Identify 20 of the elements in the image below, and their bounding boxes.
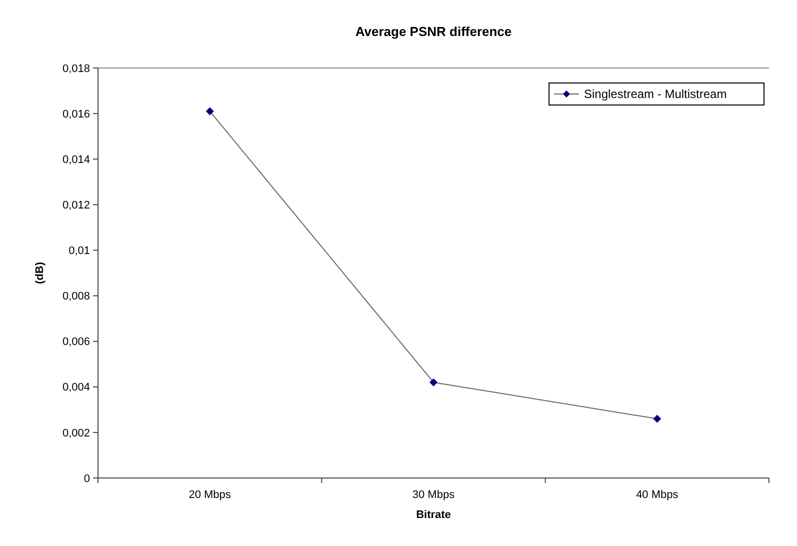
point <box>206 107 214 116</box>
x-tick-label: 30 Mbps <box>412 489 456 501</box>
legend-label: Singlestream - Multistream <box>584 87 727 102</box>
x-axis-title: Bitrate <box>416 509 451 521</box>
y-tick-label: 0,014 <box>62 154 90 166</box>
y-tick-label: 0,01 <box>68 245 90 258</box>
y-tick-label: 0 <box>84 472 90 485</box>
x-tick-label: 20 Mbps <box>188 489 232 501</box>
point <box>430 378 438 386</box>
y-tick-label: 0,008 <box>62 290 90 303</box>
y-axis-title: (dB) <box>34 262 46 284</box>
y-tick-label: 0,004 <box>62 382 90 394</box>
chart-title: Average PSNR difference <box>355 24 512 39</box>
point <box>653 414 662 423</box>
y-tick-label: 0,002 <box>62 427 90 440</box>
y-tick-label: 0,016 <box>62 108 90 120</box>
y-tick-label: 0,006 <box>62 336 90 348</box>
y-tick-label: 0,018 <box>62 62 90 75</box>
y-tick-label: 0,012 <box>62 200 90 212</box>
x-tick-label: 40 Mbps <box>636 489 679 501</box>
